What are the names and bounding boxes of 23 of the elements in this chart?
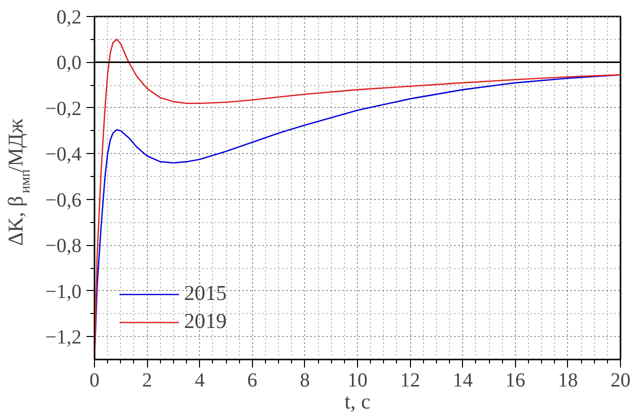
x-tick-label: 18 — [558, 370, 578, 392]
x-tick-label: 12 — [400, 370, 420, 392]
y-tick-label: −1,2 — [45, 326, 82, 349]
legend-label: 2019 — [184, 309, 227, 334]
y-axis-title: ΔK, βимп/МДж — [4, 118, 34, 246]
y-tick-label: −0,2 — [45, 98, 82, 120]
y-tick-label: −0,6 — [45, 189, 82, 212]
y-tick-label: −0,4 — [45, 144, 82, 166]
x-tick-label: 10 — [348, 370, 368, 392]
x-tick-label: 8 — [300, 370, 310, 392]
x-tick-label: 0 — [90, 370, 100, 392]
x-tick-label: 14 — [452, 370, 473, 392]
y-tick-label: −1,0 — [45, 280, 82, 303]
x-tick-label: 4 — [194, 370, 205, 392]
y-tick-label: −0,8 — [45, 235, 82, 258]
x-tick-label: 20 — [610, 370, 630, 392]
x-tick-label: 6 — [247, 370, 258, 392]
y-tick-label: 0,0 — [56, 52, 82, 74]
x-axis-title: t, с — [344, 390, 371, 414]
x-tick-label: 16 — [505, 370, 526, 392]
legend-label: 2015 — [184, 281, 227, 306]
x-tick-label: 2 — [142, 370, 152, 392]
y-tick-label: 0,2 — [56, 6, 82, 28]
